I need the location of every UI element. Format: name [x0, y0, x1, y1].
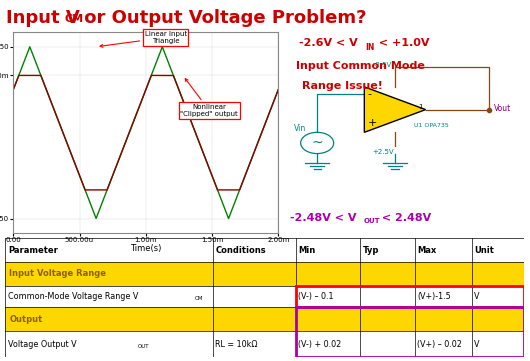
Text: < +1.0V: < +1.0V	[375, 38, 430, 48]
FancyBboxPatch shape	[415, 307, 472, 331]
FancyBboxPatch shape	[5, 262, 213, 286]
Text: -2.5V: -2.5V	[374, 62, 392, 68]
Text: V: V	[474, 292, 480, 301]
Text: 1: 1	[419, 104, 423, 110]
FancyBboxPatch shape	[296, 307, 360, 331]
FancyBboxPatch shape	[360, 331, 415, 357]
Text: Input Common Mode: Input Common Mode	[296, 61, 425, 71]
Text: Voltage Output V: Voltage Output V	[8, 340, 76, 349]
Text: IN: IN	[366, 43, 375, 52]
Text: Output: Output	[10, 315, 43, 324]
FancyBboxPatch shape	[296, 331, 360, 357]
Text: Unit: Unit	[474, 246, 494, 255]
Text: < 2.48V: < 2.48V	[378, 213, 431, 223]
Text: (V+) – 0.02: (V+) – 0.02	[418, 340, 462, 349]
FancyBboxPatch shape	[5, 307, 213, 331]
Text: Vout: Vout	[494, 104, 511, 113]
Text: Parameter: Parameter	[8, 246, 58, 255]
Text: (V-) + 0.02: (V-) + 0.02	[298, 340, 341, 349]
Text: Typ: Typ	[363, 246, 379, 255]
Text: (V-) – 0.1: (V-) – 0.1	[298, 292, 334, 301]
Text: Conditions: Conditions	[215, 246, 266, 255]
Text: +2.5V: +2.5V	[373, 149, 394, 155]
X-axis label: Time(s): Time(s)	[130, 244, 162, 253]
Text: (V+)-1.5: (V+)-1.5	[418, 292, 451, 301]
FancyBboxPatch shape	[5, 331, 213, 357]
FancyBboxPatch shape	[213, 286, 296, 307]
FancyBboxPatch shape	[472, 262, 524, 286]
FancyBboxPatch shape	[472, 286, 524, 307]
Text: Linear Input
Triangle: Linear Input Triangle	[100, 31, 187, 47]
Text: -: -	[368, 90, 372, 99]
Text: V: V	[474, 340, 480, 349]
Text: Input V: Input V	[6, 9, 80, 27]
Text: Vin: Vin	[294, 124, 306, 133]
FancyBboxPatch shape	[213, 307, 296, 331]
FancyBboxPatch shape	[472, 331, 524, 357]
FancyBboxPatch shape	[5, 286, 213, 307]
FancyBboxPatch shape	[296, 286, 360, 307]
Text: U1 OPA735: U1 OPA735	[414, 123, 448, 128]
FancyBboxPatch shape	[360, 307, 415, 331]
Text: -2.48V < V: -2.48V < V	[290, 213, 357, 223]
Text: RL = 10kΩ: RL = 10kΩ	[215, 340, 258, 349]
Polygon shape	[364, 87, 426, 132]
Text: Min: Min	[298, 246, 315, 255]
Text: Range Issue!: Range Issue!	[302, 81, 383, 91]
Text: Common-Mode Voltage Range V: Common-Mode Voltage Range V	[8, 292, 138, 301]
Text: Input Voltage Range: Input Voltage Range	[10, 270, 107, 278]
FancyBboxPatch shape	[213, 262, 296, 286]
Text: +: +	[368, 118, 377, 128]
Text: or Output Voltage Problem?: or Output Voltage Problem?	[78, 9, 367, 27]
Text: CM: CM	[195, 296, 203, 301]
FancyBboxPatch shape	[415, 262, 472, 286]
Text: Max: Max	[418, 246, 437, 255]
Text: -2.6V < V: -2.6V < V	[299, 38, 358, 48]
Text: ~: ~	[311, 136, 323, 150]
FancyBboxPatch shape	[360, 286, 415, 307]
FancyBboxPatch shape	[415, 331, 472, 357]
FancyBboxPatch shape	[360, 262, 415, 286]
Text: OUT: OUT	[364, 218, 380, 224]
FancyBboxPatch shape	[472, 307, 524, 331]
FancyBboxPatch shape	[415, 286, 472, 307]
Text: CM: CM	[65, 14, 84, 25]
FancyBboxPatch shape	[213, 331, 296, 357]
Text: Nonlinear
"Clipped" output: Nonlinear "Clipped" output	[181, 79, 238, 117]
FancyBboxPatch shape	[296, 262, 360, 286]
Text: OUT: OUT	[137, 344, 149, 349]
